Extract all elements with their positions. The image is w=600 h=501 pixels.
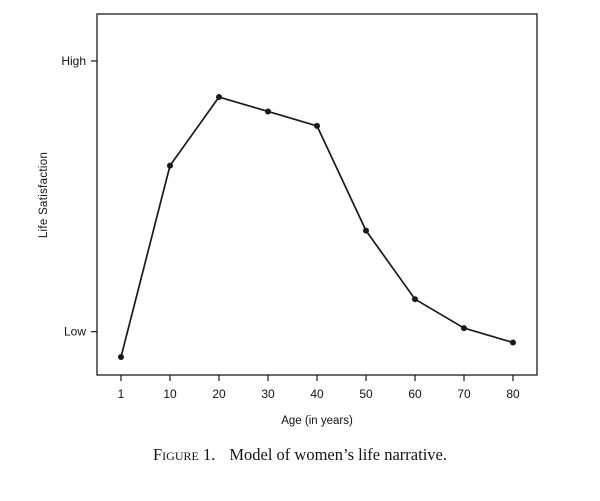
y-tick-label: Low bbox=[64, 325, 86, 339]
x-tick-label: 30 bbox=[261, 387, 275, 401]
data-point bbox=[216, 94, 222, 101]
data-line bbox=[120, 96, 514, 358]
x-tick-label: 70 bbox=[457, 387, 471, 401]
data-point bbox=[167, 162, 173, 169]
line-chart: 1 10 20 30 40 50 60 70 80 High Low bbox=[61, 13, 538, 401]
data-point bbox=[265, 108, 271, 115]
data-point bbox=[118, 353, 124, 360]
x-tick-label: 60 bbox=[408, 387, 422, 401]
data-point bbox=[412, 296, 418, 303]
data-point bbox=[461, 325, 467, 332]
x-tick-label: 50 bbox=[359, 387, 373, 401]
x-tick-label: 1 bbox=[118, 387, 125, 401]
x-tick-label: 20 bbox=[212, 387, 226, 401]
data-point bbox=[363, 227, 369, 234]
x-tick-label: 80 bbox=[506, 387, 520, 401]
data-point bbox=[510, 339, 516, 346]
y-tick-label: High bbox=[61, 54, 86, 68]
figure-caption-text: Model of women’s life narrative. bbox=[229, 445, 447, 464]
y-axis-title: Life Satisfaction bbox=[38, 151, 50, 239]
data-point bbox=[314, 122, 320, 129]
figure-caption-label: Figure 1. bbox=[153, 445, 216, 464]
x-tick-label: 40 bbox=[310, 387, 324, 401]
x-axis-title: Age (in years) bbox=[281, 415, 353, 427]
x-tick-label: 10 bbox=[163, 387, 177, 401]
figure-caption: Figure 1. Model of women’s life narrative… bbox=[0, 445, 600, 465]
